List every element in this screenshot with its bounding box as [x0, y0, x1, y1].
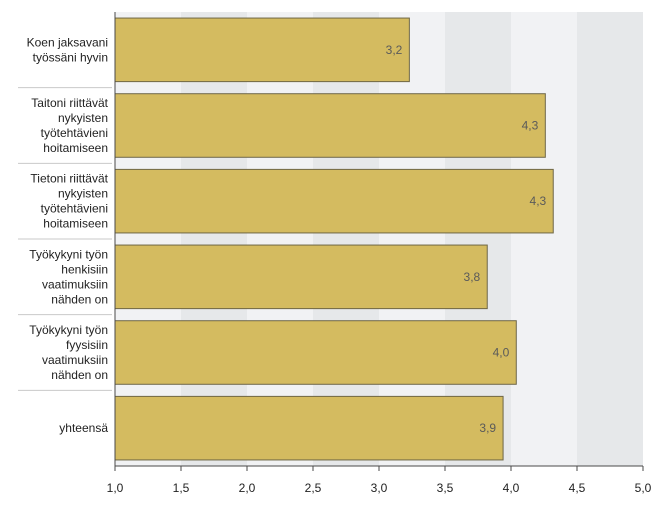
category-label-line: nähden on — [51, 368, 108, 382]
category-label-line: Koen jaksavani — [27, 35, 108, 49]
category-label-line: työtehtävieni — [41, 202, 108, 216]
background-band — [115, 12, 181, 466]
background-band — [511, 12, 577, 466]
category-label-line: Työkykyni työn — [29, 323, 108, 337]
background-band — [577, 12, 643, 466]
background-band — [445, 12, 511, 466]
category-label: Tietoni riittävät nykyisten työtehtävieni h… — [30, 172, 108, 231]
x-tick-label: 2,0 — [239, 481, 256, 495]
x-tick-label: 4,5 — [569, 481, 586, 495]
value-labels-group: 3,2 4,3 4,3 3,8 4,0 3,9 — [386, 43, 547, 435]
category-label-line: hoitamiseen — [43, 217, 108, 231]
x-tick-label: 3,0 — [371, 481, 388, 495]
category-label-line: yhteensä — [59, 421, 108, 435]
category-label: Työkykyni työn henkisiin vaatimuksiin nähde… — [29, 247, 108, 306]
x-tick-label: 2,5 — [305, 481, 322, 495]
bar — [114, 244, 488, 310]
value-label: 3,9 — [479, 421, 496, 435]
bars-group — [114, 17, 554, 461]
category-label-line: Tietoni riittävät — [30, 172, 108, 186]
background-band — [181, 12, 247, 466]
bar — [114, 395, 504, 461]
bar — [114, 17, 410, 83]
category-label-line: henkisiin — [61, 262, 108, 276]
category-separators — [18, 87, 112, 391]
x-tick-label: 3,5 — [437, 481, 454, 495]
value-label: 4,3 — [530, 194, 547, 208]
category-label: Taitoni riittävät nykyisten työtehtävieni h… — [31, 96, 108, 155]
x-tick-label: 1,0 — [107, 481, 124, 495]
category-label-line: fyysisiin — [66, 338, 108, 352]
x-axis-ticks-group: 1,0 1,5 2,0 2,5 3,0 3,5 4,0 4,5 5,0 — [107, 466, 652, 495]
value-label: 3,8 — [464, 270, 481, 284]
value-label: 4,0 — [493, 346, 510, 360]
category-labels-group: Koen jaksavani työssäni hyvin Taitoni riit… — [27, 35, 109, 435]
category-label-line: työssäni hyvin — [33, 50, 108, 64]
background-band — [247, 12, 313, 466]
category-label-line: hoitamiseen — [43, 141, 108, 155]
bar — [114, 320, 517, 385]
x-tick-label: 5,0 — [635, 481, 652, 495]
category-label: Työkykyni työn fyysisiin vaatimuksiin nähde… — [29, 323, 108, 382]
category-label-line: nähden on — [51, 292, 108, 306]
category-label-line: vaatimuksiin — [42, 277, 108, 291]
bar — [114, 93, 546, 158]
plot-background-bands — [115, 12, 643, 466]
x-tick-label: 1,5 — [173, 481, 190, 495]
x-tick-label: 4,0 — [503, 481, 520, 495]
category-label-line: Työkykyni työn — [29, 247, 108, 261]
category-label-line: työtehtävieni — [41, 126, 108, 140]
category-label-line: nykyisten — [58, 111, 108, 125]
bar — [114, 168, 554, 234]
background-band — [313, 12, 379, 466]
category-label-line: nykyisten — [58, 187, 108, 201]
value-label: 3,2 — [386, 43, 403, 57]
value-label: 4,3 — [522, 119, 539, 133]
category-label: Koen jaksavani työssäni hyvin — [27, 35, 108, 64]
category-label: yhteensä — [59, 421, 108, 435]
category-label-line: Taitoni riittävät — [31, 96, 108, 110]
category-label-line: vaatimuksiin — [42, 353, 108, 367]
background-band — [379, 12, 445, 466]
